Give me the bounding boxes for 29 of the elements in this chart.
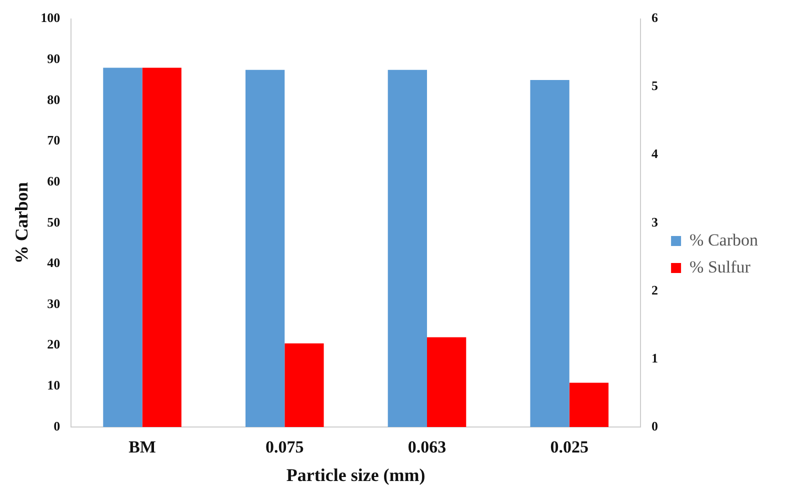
bar: [427, 337, 466, 427]
y2-tick-label: 0: [652, 418, 658, 434]
bar: [569, 382, 609, 427]
y-tick-label: 100: [40, 10, 60, 26]
y-tick-label: 0: [54, 418, 60, 434]
y2-tick-label: 5: [652, 78, 659, 94]
legend-label: % Carbon: [690, 230, 758, 250]
x-tick-label: BM: [128, 438, 156, 457]
y-axis-title: % Carbon: [11, 182, 32, 264]
y-tick-label: 80: [47, 92, 60, 107]
y-tick-label: 50: [47, 214, 60, 230]
x-tick-label: 0.025: [550, 438, 588, 457]
y2-tick-label: 3: [652, 214, 659, 230]
y-tick-label: 20: [47, 336, 60, 352]
y-tick-label: 60: [47, 173, 60, 188]
y-tick-label: 40: [47, 255, 60, 270]
y2-tick-label: 1: [652, 350, 658, 366]
y2-tick-label: 2: [652, 282, 658, 298]
x-tick-label: 0.075: [266, 438, 304, 457]
y-tick-label: 90: [47, 50, 60, 66]
y2-tick-label: 6: [652, 10, 659, 26]
bar: [284, 343, 324, 427]
x-tick-label: 0.063: [408, 438, 446, 457]
x-axis-title: Particle size (mm): [286, 464, 426, 485]
y-tick-label: 30: [47, 296, 60, 311]
legend-label: % Sulfur: [690, 257, 751, 276]
y-tick-label: 70: [47, 132, 60, 148]
y2-tick-label: 4: [652, 146, 659, 162]
y-tick-label: 10: [47, 378, 60, 393]
